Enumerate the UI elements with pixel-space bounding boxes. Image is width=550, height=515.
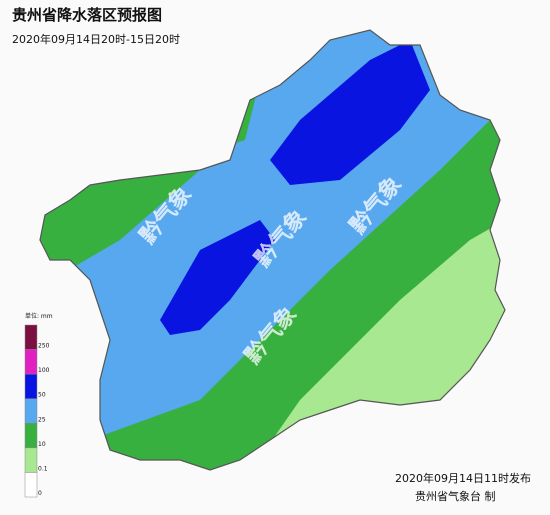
legend-swatch xyxy=(24,324,38,350)
zone-50-center xyxy=(160,220,275,335)
legend-label: 0 xyxy=(38,490,42,497)
agency: 贵州省气象台 制 xyxy=(415,489,496,503)
legend-swatch xyxy=(24,423,38,449)
title: 贵州省降水落区预报图 xyxy=(12,6,162,24)
legend-swatch xyxy=(24,373,38,399)
legend-swatch xyxy=(24,398,38,424)
legend-label: 10 xyxy=(38,441,46,448)
legend-label: 0.1 xyxy=(38,465,48,472)
legend-label: 100 xyxy=(38,367,50,374)
legend-label: 250 xyxy=(38,343,50,350)
legend: 250 100 50 25 10 0.1 0 xyxy=(24,324,50,498)
zone-50-ne xyxy=(270,40,430,185)
legend-swatch xyxy=(24,472,38,498)
legend-unit: 单位: mm xyxy=(25,312,53,320)
issued: 2020年09月14日11时发布 xyxy=(395,471,531,485)
subtitle: 2020年09月14日20时-15日20时 xyxy=(12,32,180,46)
legend-swatch xyxy=(24,447,38,473)
legend-label: 50 xyxy=(38,392,46,399)
legend-label: 25 xyxy=(38,416,46,423)
legend-swatch xyxy=(24,349,38,375)
